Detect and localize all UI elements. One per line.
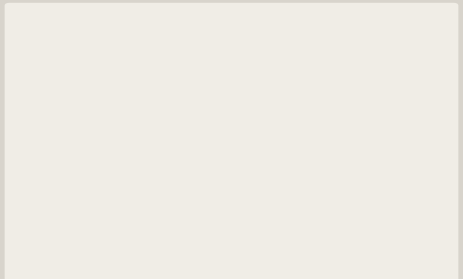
Bar <box>176 69 389 99</box>
Text: Each resistor has the same resistance.: Each resistor has the same resistance. <box>23 20 181 26</box>
Text: Resistor: Resistor <box>262 69 303 79</box>
Text: A student investigates resistors connected in parallel using a number of resisto: A student investigates resistors connect… <box>23 8 362 13</box>
Text: Figure 10: Figure 10 <box>258 178 307 187</box>
Text: A: A <box>427 115 434 125</box>
Bar <box>176 126 389 160</box>
Text: •  another resistor in parallel with resistor R.: • another resistor in parallel with resi… <box>23 237 215 246</box>
Text: (i)   Add to Figure 10:: (i) Add to Figure 10: <box>9 193 105 201</box>
Text: •  a voltmeter to find the potential difference across resistor R: • a voltmeter to find the potential diff… <box>23 215 293 224</box>
Text: +: + <box>81 88 88 97</box>
Text: resistor R: resistor R <box>261 139 304 148</box>
Text: (ii)  State the measurements that the student must take to find the overall
    : (ii) State the measurements that the stu… <box>9 261 349 279</box>
Text: Figure 10 shows a circuit diagram with one resistor, R.: Figure 10 shows a circuit diagram with o… <box>23 32 247 38</box>
Circle shape <box>405 106 456 133</box>
